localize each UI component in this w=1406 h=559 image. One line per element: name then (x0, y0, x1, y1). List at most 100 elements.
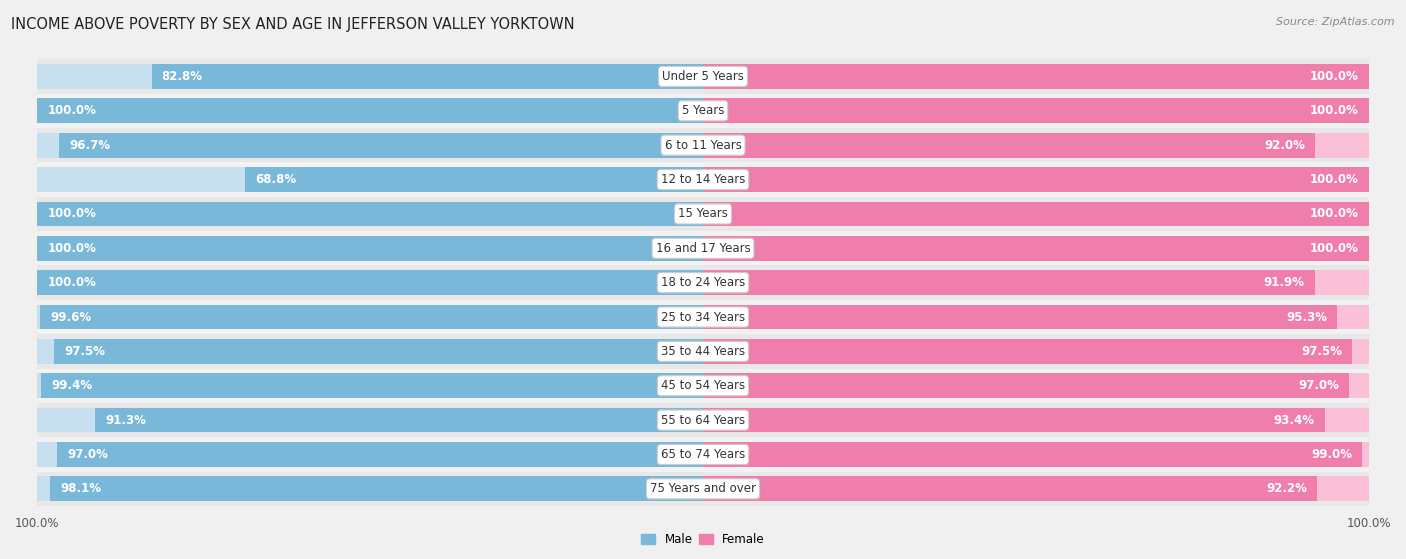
Bar (703, 408, 1324, 433)
Text: 98.1%: 98.1% (60, 482, 101, 495)
Text: 91.9%: 91.9% (1264, 276, 1305, 289)
Bar (703, 373, 1348, 398)
Bar (703, 167, 1369, 192)
Bar (58, 442, 703, 467)
Bar (703, 64, 1369, 89)
Text: 25 to 34 Years: 25 to 34 Years (661, 310, 745, 324)
Text: 6 to 11 Years: 6 to 11 Years (665, 139, 741, 151)
Bar (703, 476, 1369, 501)
Text: 100.0%: 100.0% (1310, 242, 1358, 255)
Bar (703, 236, 1369, 260)
Bar (37, 442, 703, 467)
Text: 100.0%: 100.0% (48, 105, 96, 117)
Text: 92.2%: 92.2% (1265, 482, 1306, 495)
Bar (59, 133, 703, 158)
Bar (37, 236, 703, 260)
Text: 92.0%: 92.0% (1264, 139, 1306, 151)
Bar (37, 305, 703, 329)
Bar (37, 334, 1369, 368)
Bar (703, 98, 1369, 123)
Bar (37, 59, 1369, 94)
Bar (37, 403, 1369, 437)
Bar (703, 270, 1315, 295)
Text: 5 Years: 5 Years (682, 105, 724, 117)
Text: 35 to 44 Years: 35 to 44 Years (661, 345, 745, 358)
Text: 100.0%: 100.0% (48, 242, 96, 255)
Text: Under 5 Years: Under 5 Years (662, 70, 744, 83)
Text: 97.0%: 97.0% (67, 448, 108, 461)
Bar (703, 64, 1369, 89)
Bar (703, 408, 1369, 433)
Bar (37, 236, 703, 260)
Bar (49, 476, 703, 501)
Bar (96, 408, 703, 433)
Bar (703, 476, 1317, 501)
Bar (37, 128, 1369, 162)
Text: 75 Years and over: 75 Years and over (650, 482, 756, 495)
Bar (703, 339, 1369, 364)
Bar (37, 64, 703, 89)
Text: 45 to 54 Years: 45 to 54 Years (661, 379, 745, 392)
Bar (703, 202, 1369, 226)
Text: 96.7%: 96.7% (69, 139, 110, 151)
Bar (37, 266, 1369, 300)
Bar (703, 133, 1369, 158)
Bar (703, 270, 1369, 295)
Text: 97.5%: 97.5% (63, 345, 105, 358)
Bar (37, 133, 703, 158)
Bar (37, 162, 1369, 197)
Bar (703, 98, 1369, 123)
Text: 12 to 14 Years: 12 to 14 Years (661, 173, 745, 186)
Bar (703, 442, 1362, 467)
Text: 82.8%: 82.8% (162, 70, 202, 83)
Bar (703, 133, 1316, 158)
Bar (152, 64, 703, 89)
Bar (37, 300, 1369, 334)
Bar (37, 202, 703, 226)
Text: 100.0%: 100.0% (1310, 207, 1358, 220)
Text: 97.0%: 97.0% (1298, 379, 1339, 392)
Bar (37, 373, 703, 398)
Text: 100.0%: 100.0% (1310, 105, 1358, 117)
Text: 18 to 24 Years: 18 to 24 Years (661, 276, 745, 289)
Text: 99.0%: 99.0% (1312, 448, 1353, 461)
Text: 68.8%: 68.8% (254, 173, 297, 186)
Legend: Male, Female: Male, Female (641, 533, 765, 546)
Bar (37, 270, 703, 295)
Bar (703, 202, 1369, 226)
Bar (37, 167, 703, 192)
Bar (41, 373, 703, 398)
Bar (703, 305, 1337, 329)
Bar (703, 305, 1369, 329)
Bar (37, 472, 1369, 506)
Bar (703, 373, 1369, 398)
Bar (37, 202, 703, 226)
Bar (703, 167, 1369, 192)
Bar (37, 339, 703, 364)
Bar (37, 197, 1369, 231)
Text: 100.0%: 100.0% (1310, 70, 1358, 83)
Bar (37, 368, 1369, 403)
Bar (37, 437, 1369, 472)
Bar (37, 408, 703, 433)
Text: 97.5%: 97.5% (1301, 345, 1343, 358)
Bar (53, 339, 703, 364)
Text: 55 to 64 Years: 55 to 64 Years (661, 414, 745, 427)
Bar (37, 231, 1369, 266)
Bar (39, 305, 703, 329)
Bar (37, 98, 703, 123)
Text: INCOME ABOVE POVERTY BY SEX AND AGE IN JEFFERSON VALLEY YORKTOWN: INCOME ABOVE POVERTY BY SEX AND AGE IN J… (11, 17, 575, 32)
Bar (37, 270, 703, 295)
Text: 93.4%: 93.4% (1274, 414, 1315, 427)
Text: 100.0%: 100.0% (1310, 173, 1358, 186)
Text: 15 Years: 15 Years (678, 207, 728, 220)
Text: Source: ZipAtlas.com: Source: ZipAtlas.com (1277, 17, 1395, 27)
Text: 95.3%: 95.3% (1286, 310, 1327, 324)
Bar (703, 442, 1369, 467)
Text: 100.0%: 100.0% (48, 276, 96, 289)
Bar (245, 167, 703, 192)
Text: 99.4%: 99.4% (51, 379, 93, 392)
Bar (37, 98, 703, 123)
Text: 16 and 17 Years: 16 and 17 Years (655, 242, 751, 255)
Bar (37, 94, 1369, 128)
